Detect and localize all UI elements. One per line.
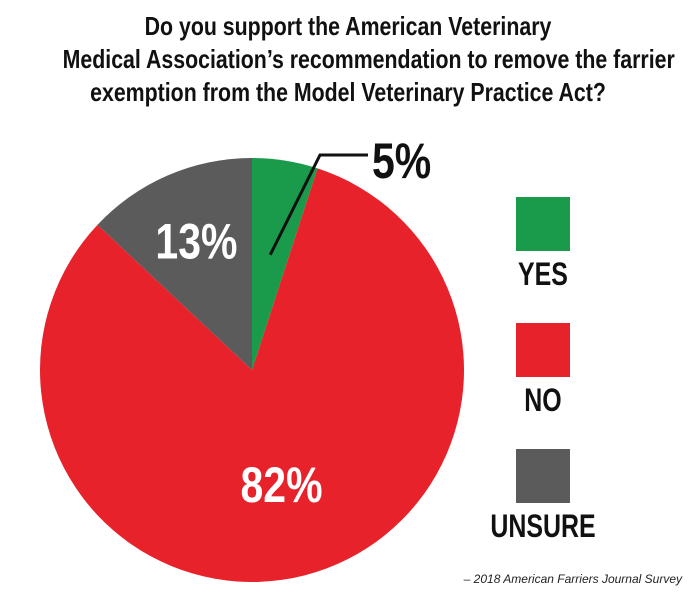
legend-swatch-yes — [516, 197, 570, 251]
legend-label-no: NO — [524, 383, 561, 419]
chart-title: Do you support the American Veterinary M… — [62, 10, 675, 109]
legend-label-unsure: UNSURE — [490, 509, 595, 545]
pie-slice-no — [39, 168, 464, 582]
legend-swatch-unsure — [516, 449, 570, 503]
title-line-2: Medical Association’s recommendation to … — [62, 44, 675, 74]
source-note: – 2018 American Farriers Journal Survey — [463, 572, 682, 586]
legend-label-yes: YES — [518, 257, 568, 293]
pie-slices — [39, 158, 464, 582]
slice-label-yes: 5% — [372, 133, 431, 189]
legend-swatch-no — [516, 323, 570, 377]
pie-labels: 5% 82% 13% — [155, 133, 431, 513]
leader-line-yes — [268, 153, 368, 256]
title-line-3: exemption from the Model Veterinary Prac… — [90, 77, 606, 107]
legend: YES NO UNSURE — [490, 197, 596, 545]
pie-slice-unsure — [97, 158, 252, 370]
pie-slice-yes — [252, 158, 318, 370]
title-line-1: Do you support the American Veterinary — [144, 11, 552, 41]
slice-label-no: 82% — [240, 457, 322, 513]
slice-label-unsure: 13% — [155, 214, 237, 270]
